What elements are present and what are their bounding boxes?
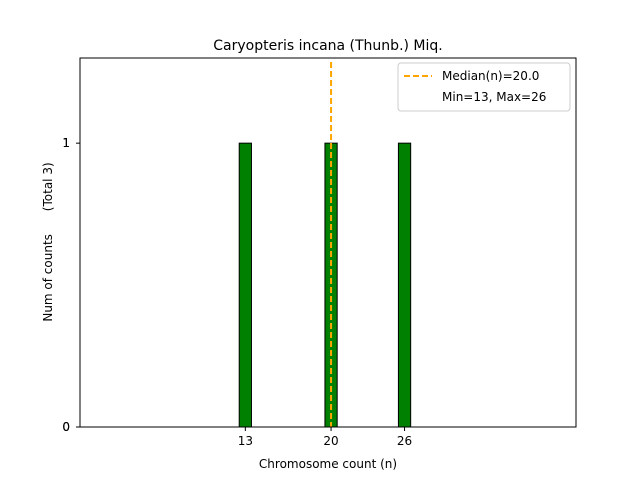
x-tick-label: 20 xyxy=(323,434,338,448)
bar-20 xyxy=(324,142,338,428)
x-axis-ticks: 13 20 26 xyxy=(238,427,412,448)
legend: Median(n)=20.0 Min=13, Max=26 xyxy=(397,62,571,112)
y-tick-label: 1 xyxy=(62,136,70,150)
y-axis-label: Num of counts (Total 3) xyxy=(41,162,55,321)
y-tick-label: 1 xyxy=(62,136,70,150)
chart-title: Caryopteris incana (Thunb.) Miq. xyxy=(213,38,442,54)
bar-26 xyxy=(397,142,412,428)
x-tick-label: 26 xyxy=(397,434,412,448)
x-tick-label: 13 xyxy=(238,434,253,448)
legend-entry-range: Min=13, Max=26 xyxy=(442,90,546,104)
y-tick-label: 0 xyxy=(62,420,70,434)
legend-box xyxy=(397,62,571,112)
bar-13 xyxy=(238,142,252,428)
x-axis-label: Chromosome count (n) xyxy=(259,457,397,471)
y-tick-label: 0 xyxy=(62,420,70,434)
plot-frame xyxy=(79,57,577,428)
legend-entry-median: Median(n)=20.0 xyxy=(442,69,539,83)
